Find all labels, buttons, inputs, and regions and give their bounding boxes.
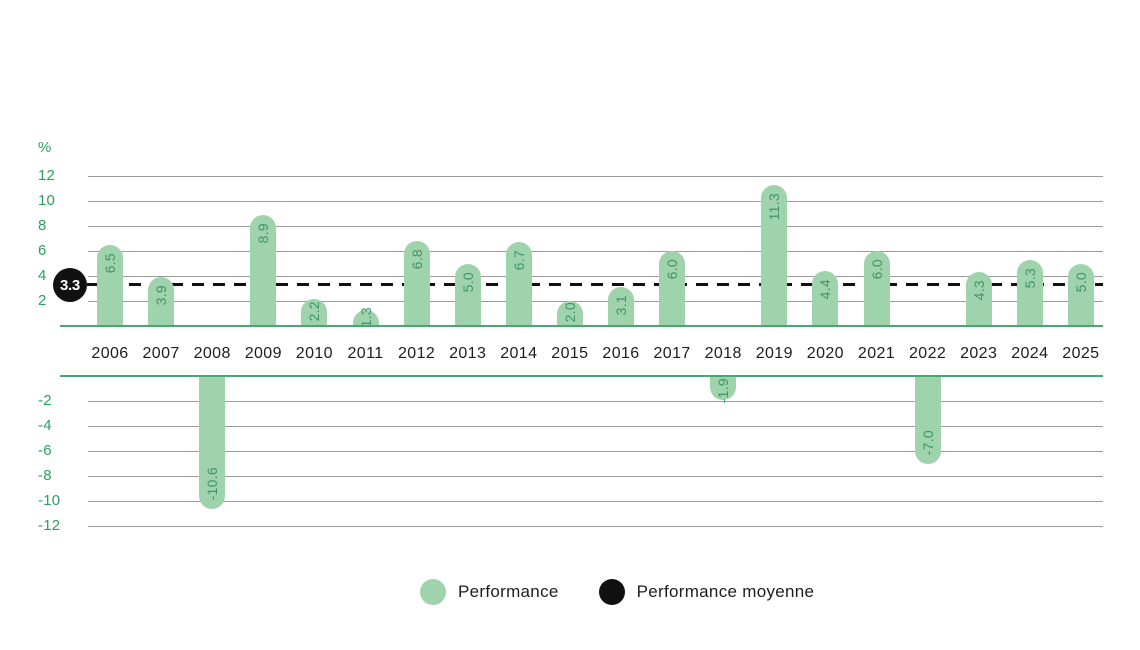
y-axis-tick-label: -4	[38, 417, 52, 434]
gridline	[88, 425, 1103, 427]
y-axis-tick-label: -12	[38, 517, 61, 534]
year-label-2020: 2020	[806, 345, 844, 362]
year-label-2013: 2013	[449, 345, 487, 362]
gridline	[88, 175, 1103, 177]
year-label-2019: 2019	[755, 345, 793, 362]
gridline	[88, 225, 1103, 227]
bar-2019[interactable]: 11.3	[761, 184, 788, 326]
bar-2013[interactable]: 5.0	[454, 263, 481, 326]
bar-2024[interactable]: 5.3	[1016, 259, 1043, 326]
y-axis-tick-label: -8	[38, 467, 52, 484]
gridline	[88, 525, 1103, 527]
bar-2022[interactable]: -7.0	[914, 376, 941, 464]
y-axis-tick-label: 4	[38, 267, 47, 284]
bar-2020[interactable]: 4.4	[812, 271, 839, 326]
average-value-badge: 3.3	[53, 268, 87, 302]
year-label-2015: 2015	[551, 345, 589, 362]
chart-legend: Performance Performance moyenne	[420, 579, 814, 605]
year-label-2008: 2008	[193, 345, 231, 362]
legend-item-performance[interactable]: Performance	[420, 579, 559, 605]
bar-2016[interactable]: 3.1	[608, 287, 634, 326]
gridline	[88, 400, 1103, 402]
year-label-2010: 2010	[295, 345, 333, 362]
gridline	[88, 475, 1103, 477]
legend-label: Performance	[458, 582, 559, 601]
bar-value-label: 5.0	[1072, 271, 1089, 292]
bar-2025[interactable]: 5.0	[1067, 263, 1094, 326]
y-axis-tick-label: 2	[38, 292, 47, 309]
bar-value-label: 8.9	[255, 222, 272, 244]
legend-item-performance-moyenne[interactable]: Performance moyenne	[598, 579, 815, 605]
bar-2008[interactable]: -10.6	[199, 376, 226, 509]
gridline	[88, 200, 1103, 202]
bar-value-label: -1.9	[715, 377, 732, 403]
bar-2009[interactable]: 8.9	[250, 214, 277, 326]
bar-2015[interactable]: 2.0	[556, 301, 583, 326]
bar-value-label: -7.0	[919, 430, 936, 456]
y-axis-tick-label: -10	[38, 492, 61, 509]
zero-baseline-negative	[60, 375, 1103, 377]
bar-value-label: 6.0	[664, 259, 681, 280]
year-label-2018: 2018	[704, 345, 742, 362]
zero-baseline-positive	[60, 325, 1103, 327]
gridline	[88, 450, 1103, 452]
legend-label: Performance moyenne	[636, 582, 815, 601]
bar-2011[interactable]: 1.3	[352, 306, 379, 327]
gridline	[88, 300, 1103, 302]
year-label-2009: 2009	[244, 345, 282, 362]
bar-value-label: 6.5	[102, 252, 118, 274]
year-label-2012: 2012	[397, 345, 436, 362]
bar-value-label: 2.0	[561, 302, 578, 323]
performance-moyenne-swatch-icon	[598, 579, 625, 605]
year-label-2023: 2023	[960, 345, 998, 362]
bar-2021[interactable]: 6.0	[863, 251, 890, 326]
year-label-2016: 2016	[602, 345, 640, 362]
y-axis-tick-label: -6	[38, 442, 52, 459]
bar-2014[interactable]: 6.7	[505, 242, 532, 326]
year-label-2014: 2014	[500, 345, 538, 362]
average-value-text: 3.3	[60, 276, 80, 294]
y-axis-tick-label: 10	[38, 192, 56, 209]
bar-value-label: -10.6	[204, 467, 221, 501]
bar-value-label: 5.0	[459, 271, 476, 292]
performance-swatch-icon	[420, 579, 446, 605]
year-label-2007: 2007	[142, 345, 180, 362]
y-axis-tick-label: -2	[38, 392, 52, 409]
bar-value-label: 3.9	[153, 285, 170, 306]
gridline	[88, 500, 1103, 502]
bar-2010[interactable]: 2.2	[301, 298, 328, 326]
bar-value-label: 3.1	[613, 295, 629, 316]
year-label-2022: 2022	[908, 345, 947, 362]
year-label-2025: 2025	[1062, 345, 1100, 362]
bar-2018[interactable]: -1.9	[710, 376, 737, 403]
bar-value-label: 2.2	[306, 301, 323, 322]
bar-value-label: 1.3	[357, 306, 374, 327]
bar-2023[interactable]: 4.3	[965, 272, 992, 326]
bar-value-label: 6.7	[510, 250, 527, 271]
bar-2012[interactable]: 6.8	[403, 241, 430, 326]
bar-value-label: 4.3	[970, 280, 987, 301]
bar-value-label: 6.8	[408, 249, 425, 270]
y-axis-unit-label: %	[38, 139, 52, 156]
bar-2017[interactable]: 6.0	[659, 251, 686, 326]
year-label-2006: 2006	[91, 345, 129, 362]
bar-2006[interactable]: 6.5	[97, 244, 123, 326]
y-axis-tick-label: 12	[38, 167, 56, 184]
year-label-2011: 2011	[347, 345, 384, 362]
year-label-2024: 2024	[1011, 345, 1049, 362]
bar-value-label: 11.3	[766, 192, 783, 221]
y-axis-tick-label: 8	[38, 217, 47, 234]
gridline	[88, 250, 1103, 252]
bar-2007[interactable]: 3.9	[148, 277, 175, 326]
year-label-2017: 2017	[653, 345, 691, 362]
bar-value-label: 6.0	[868, 259, 885, 280]
average-performance-line	[87, 283, 1103, 286]
gridline	[88, 275, 1103, 277]
bar-value-label: 5.3	[1021, 267, 1038, 289]
year-label-2021: 2021	[857, 345, 896, 362]
bar-value-label: 4.4	[817, 279, 834, 300]
y-axis-tick-label: 6	[38, 242, 47, 259]
